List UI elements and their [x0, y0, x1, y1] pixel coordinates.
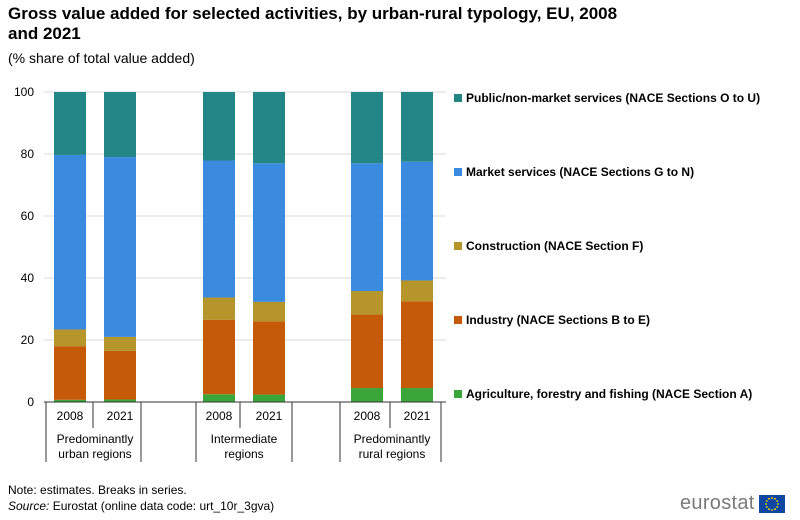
flag-star — [773, 507, 776, 510]
eurostat-logo: eurostat — [680, 492, 785, 515]
bar-segment — [401, 388, 433, 402]
bar-segment — [203, 92, 235, 161]
bar-segment — [253, 301, 285, 322]
bar-segment — [54, 399, 86, 402]
bar-segment — [104, 336, 136, 351]
y-tick-label: 80 — [21, 147, 35, 161]
bar-segment — [351, 92, 383, 164]
bar-segment — [351, 163, 383, 292]
bar-segment — [351, 388, 383, 402]
bar-segment — [253, 163, 285, 302]
legend-label: Market services (NACE Sections G to N) — [466, 165, 694, 179]
group-label-line1: Predominantly — [354, 432, 431, 446]
flag-star — [767, 497, 770, 500]
bar-segment — [203, 319, 235, 395]
bar-segment — [54, 346, 86, 400]
flag-star — [767, 507, 770, 510]
bar-segment — [351, 314, 383, 389]
bar-segment — [253, 394, 285, 402]
y-tick-label: 0 — [27, 395, 34, 409]
bar-segment — [401, 301, 433, 389]
x-tick-label: 2021 — [107, 409, 134, 423]
x-tick-label: 2008 — [354, 409, 381, 423]
bar-segment — [401, 161, 433, 281]
x-axis: 2008 2021 2008 2021 2008 2021Predominantlyurb… — [44, 401, 446, 462]
bar-segment — [104, 157, 136, 337]
flag-star — [764, 502, 767, 505]
source-line: Source: Eurostat (online data code: urt_… — [8, 499, 274, 513]
legend-label: Construction (NACE Section F) — [466, 239, 643, 253]
x-tick-label: 2021 — [404, 409, 431, 423]
legend-swatch — [454, 390, 462, 398]
flag-star — [775, 499, 778, 502]
bar-stacks — [54, 92, 433, 402]
flag-star — [773, 497, 776, 500]
bar-segment — [203, 160, 235, 298]
logo-text: eurostat — [680, 492, 755, 514]
bar-segment — [203, 297, 235, 320]
y-tick-label: 60 — [21, 209, 35, 223]
x-tick-label: 2021 — [256, 409, 283, 423]
group-label-line2: rural regions — [359, 447, 426, 461]
bar-segment — [54, 92, 86, 155]
flag-star — [770, 508, 773, 511]
bar-segment — [104, 399, 136, 402]
bar-segment — [351, 291, 383, 315]
chart-subtitle: (% share of total value added) — [8, 50, 195, 66]
flag-star — [770, 496, 773, 499]
stacked-bar-chart: 0 20 40 60 80 100 2008 2021 2008 2021 2008 2021 Pre… — [14, 85, 760, 462]
bar-segment — [54, 154, 86, 330]
source-text: Eurostat (online data code: urt_10r_3gva… — [49, 499, 275, 513]
bar-segment — [54, 329, 86, 347]
bar-segment — [253, 92, 285, 164]
legend-swatch — [454, 316, 462, 324]
group-label-line1: Intermediate — [211, 432, 278, 446]
legend-label: Industry (NACE Sections B to E) — [466, 313, 650, 327]
flag-star — [765, 505, 768, 508]
legend-label: Public/non-market services (NACE Section… — [466, 91, 760, 105]
bar-segment — [401, 92, 433, 162]
bar-segment — [253, 321, 285, 395]
group-label-line2: urban regions — [58, 447, 131, 461]
bar-segment — [104, 92, 136, 158]
y-tick-label: 40 — [21, 271, 35, 285]
y-tick-label: 100 — [14, 85, 34, 99]
legend-swatch — [454, 168, 462, 176]
group-label-line2: regions — [224, 447, 263, 461]
legend-swatch — [454, 94, 462, 102]
bar-segment — [203, 394, 235, 402]
legend: Public/non-market services (NACE Section… — [454, 91, 760, 401]
flag-star — [776, 502, 779, 505]
legend-label: Agriculture, forestry and fishing (NACE … — [466, 387, 752, 401]
eu-flag-icon — [758, 494, 785, 513]
x-tick-label: 2008 — [206, 409, 233, 423]
flag-star — [775, 505, 778, 508]
legend-swatch — [454, 242, 462, 250]
group-label-line1: Predominantly — [57, 432, 134, 446]
footnote: Note: estimates. Breaks in series. — [8, 483, 187, 497]
bar-segment — [104, 350, 136, 400]
bar-segment — [401, 280, 433, 302]
chart-title: Gross value added for selected activitie… — [8, 4, 618, 43]
flag-star — [765, 499, 768, 502]
y-axis-ticks: 0 20 40 60 80 100 — [14, 85, 34, 409]
source-label: Source: — [8, 499, 50, 513]
y-tick-label: 20 — [21, 333, 35, 347]
x-tick-label: 2008 — [57, 409, 84, 423]
